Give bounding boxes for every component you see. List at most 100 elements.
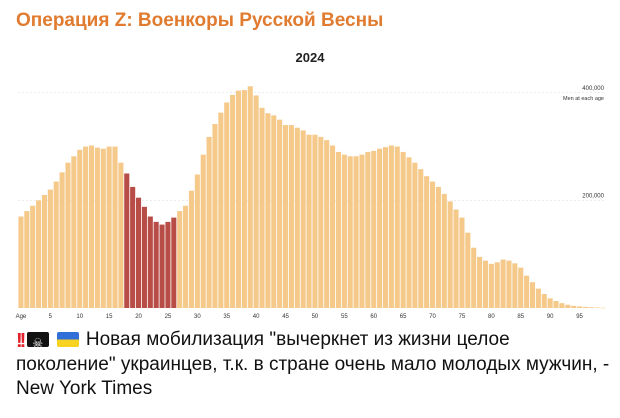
chart-bar — [347, 156, 353, 308]
x-tick-label: 55 — [341, 314, 348, 320]
chart-bar — [41, 195, 47, 308]
chart-bar — [371, 150, 377, 308]
chart-bar — [59, 172, 65, 308]
chart-x-ticks: Age 5 10 15 20 25 30 35 40 45 50 55 60 65 70 75 80 85 90 95 — [16, 314, 584, 320]
chart-bar — [512, 263, 518, 308]
chart-bar — [77, 149, 83, 308]
chart-bar — [177, 211, 183, 308]
chart-bar — [394, 146, 400, 308]
chart-bar — [288, 125, 294, 308]
chart-bar — [130, 186, 136, 308]
chart-bar — [224, 102, 230, 308]
chart-bar — [65, 162, 71, 308]
chart-bar — [412, 162, 418, 308]
chart-bar — [424, 176, 430, 308]
chart-bar — [206, 136, 212, 308]
channel-title[interactable]: Операция Z: Военкоры Русской Весны — [16, 10, 384, 31]
chart-bar — [547, 298, 553, 308]
chart-title: 2024 — [296, 50, 326, 65]
x-tick-label: Age — [16, 314, 27, 320]
chart-series-label: Men at each age — [563, 96, 604, 102]
chart-bar — [494, 262, 500, 308]
double-exclamation-icon: !! — [16, 330, 26, 352]
chart-bar — [277, 119, 283, 308]
chart-bar — [83, 146, 89, 308]
ukraine-flag-icon — [56, 332, 79, 347]
chart-bar — [353, 156, 359, 308]
chart-bar — [30, 205, 36, 308]
chart-bar — [241, 90, 247, 308]
chart-bar — [488, 263, 494, 308]
chart-bar — [253, 95, 259, 308]
chart-bar — [500, 259, 506, 308]
chart-bar — [300, 130, 306, 308]
chart-bar — [465, 232, 471, 308]
chart-bar — [318, 136, 324, 308]
chart-image[interactable]: 2024 Age 5 10 15 20 25 30 35 40 45 50 55 60 65 70 75 80 8… — [12, 42, 608, 324]
chart-bar — [406, 157, 412, 308]
chart-gridlines — [18, 92, 606, 201]
x-tick-label: 70 — [429, 314, 436, 320]
chart-bar — [188, 190, 194, 308]
chart-bar — [94, 147, 100, 308]
chart-bar — [529, 282, 536, 308]
chart-bar — [36, 200, 42, 308]
x-tick-label: 40 — [253, 314, 260, 320]
chart-bar — [283, 125, 289, 308]
chart-bar — [194, 174, 200, 308]
chart-bar — [218, 112, 224, 308]
chart-bar — [600, 307, 606, 309]
chart-bar — [400, 151, 406, 308]
x-tick-label: 85 — [517, 314, 524, 320]
x-tick-label: 95 — [576, 314, 583, 320]
chart-bar — [477, 256, 483, 308]
chart-bar — [459, 217, 465, 308]
x-tick-label: 45 — [282, 314, 289, 320]
chart-bar — [118, 162, 124, 308]
x-tick-label: 15 — [106, 314, 113, 320]
x-tick-label: 80 — [488, 314, 495, 320]
chart-bar — [200, 154, 206, 308]
chart-bar — [441, 193, 447, 308]
chart-bar — [165, 221, 171, 308]
chart-bar — [430, 181, 436, 308]
chart-bar — [47, 189, 53, 308]
chart-bar — [565, 304, 571, 308]
x-tick-label: 5 — [49, 314, 53, 320]
chart-bar — [541, 294, 547, 308]
x-tick-label: 90 — [547, 314, 554, 320]
chart-bar — [518, 267, 524, 308]
x-tick-label: 20 — [135, 314, 142, 320]
chart-bar — [71, 156, 77, 308]
chart-bar — [471, 247, 477, 308]
chart-bar — [265, 113, 271, 309]
chart-bar — [335, 151, 341, 308]
chart-bar — [388, 145, 394, 308]
chart-bar — [312, 134, 318, 308]
x-tick-label: 25 — [165, 314, 172, 320]
chart-bar — [171, 217, 177, 308]
chart-bar — [359, 154, 365, 308]
y-tick-label: 400,000 — [582, 86, 604, 92]
x-tick-label: 65 — [400, 314, 407, 320]
chart-bar — [24, 211, 30, 308]
chart-bar — [435, 186, 441, 308]
x-tick-label: 30 — [194, 314, 201, 320]
chart-bar — [341, 154, 347, 308]
x-tick-label: 10 — [76, 314, 83, 320]
chart-bar — [230, 94, 236, 308]
chart-bar — [147, 216, 153, 308]
chart-bar — [159, 224, 165, 308]
chart-bar — [88, 145, 95, 308]
chart-bar — [141, 206, 147, 308]
chart-bar — [365, 151, 371, 308]
chart-bar — [53, 181, 59, 308]
chart-bar — [271, 115, 277, 308]
x-tick-label: 35 — [223, 314, 230, 320]
chart-bar — [212, 123, 218, 308]
chart-bar — [577, 306, 583, 308]
x-tick-label: 50 — [312, 314, 319, 320]
x-tick-label: 60 — [370, 314, 377, 320]
chart-y-ticks: 200,000 400,000 — [582, 86, 604, 200]
